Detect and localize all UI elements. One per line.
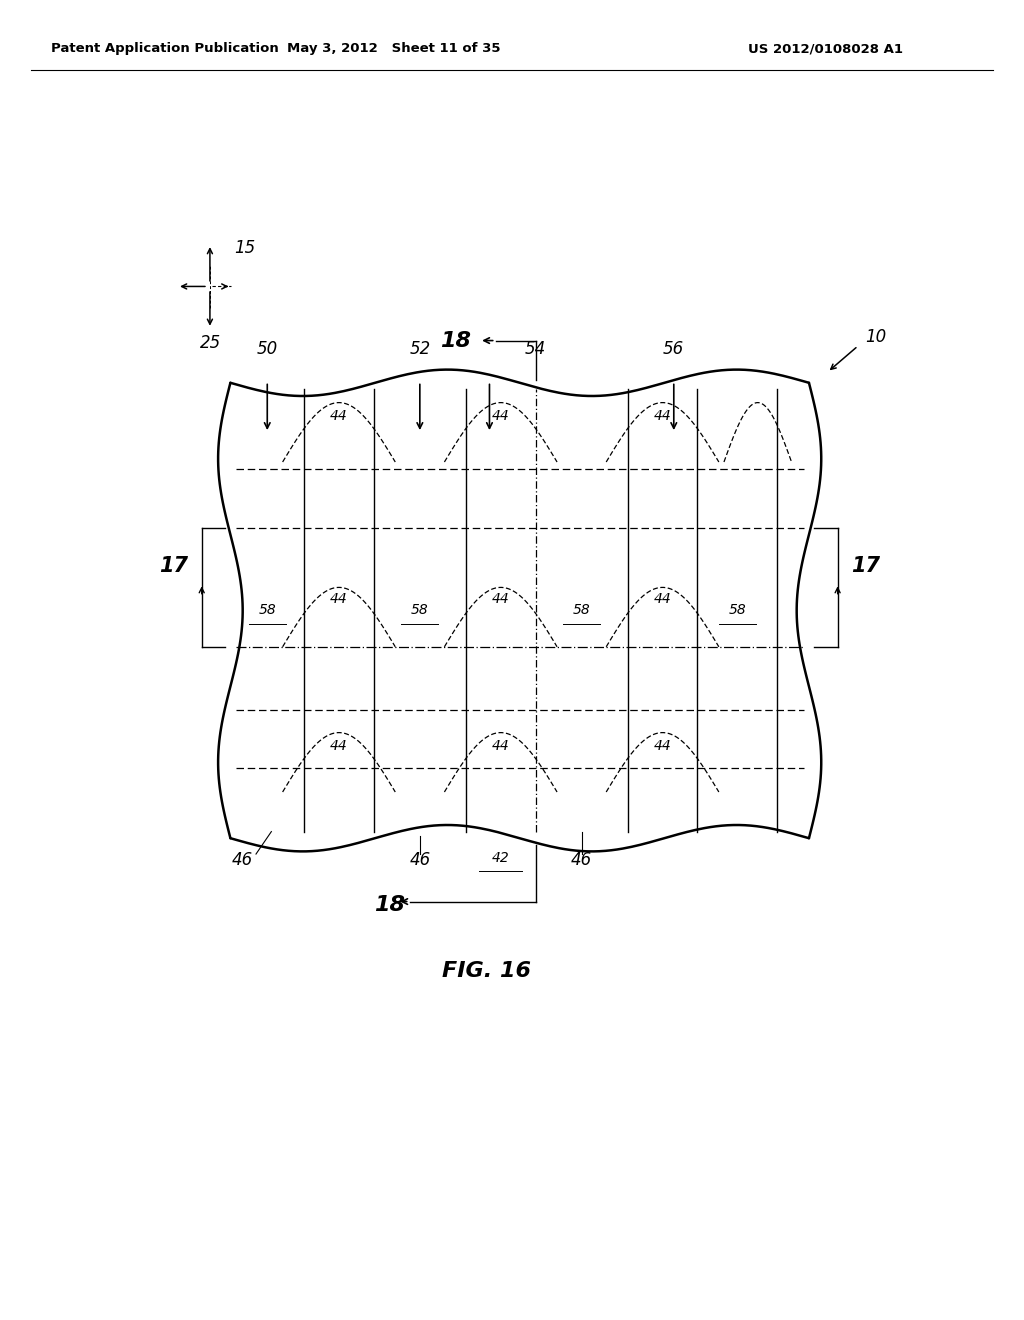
Text: 44: 44 [653,593,672,606]
Text: 52: 52 [410,339,430,358]
Text: FIG. 16: FIG. 16 [442,961,530,981]
Text: 58: 58 [258,603,276,616]
Text: 25: 25 [200,334,221,352]
Text: 42: 42 [492,851,510,865]
Text: 58: 58 [572,603,591,616]
Text: 44: 44 [492,739,510,752]
Text: 46: 46 [410,850,430,869]
Text: 44: 44 [492,593,510,606]
Text: 44: 44 [653,409,672,422]
Text: 56: 56 [664,339,684,358]
Text: 54: 54 [525,339,546,358]
Text: 17: 17 [160,556,188,577]
Text: 18: 18 [440,331,471,351]
Text: 44: 44 [330,409,348,422]
Text: 58: 58 [411,603,429,616]
Text: Patent Application Publication: Patent Application Publication [51,42,279,55]
Text: 44: 44 [330,593,348,606]
Text: 46: 46 [571,850,592,869]
Text: 15: 15 [234,239,256,257]
Text: 58: 58 [728,603,746,616]
Text: 44: 44 [492,409,510,422]
Text: 17: 17 [851,556,880,577]
Text: 50: 50 [257,339,278,358]
Text: 44: 44 [653,739,672,752]
Text: 10: 10 [865,327,887,346]
Text: May 3, 2012   Sheet 11 of 35: May 3, 2012 Sheet 11 of 35 [288,42,501,55]
Text: 46: 46 [232,850,253,869]
Text: 18: 18 [374,895,404,915]
Text: US 2012/0108028 A1: US 2012/0108028 A1 [748,42,902,55]
Text: 44: 44 [330,739,348,752]
